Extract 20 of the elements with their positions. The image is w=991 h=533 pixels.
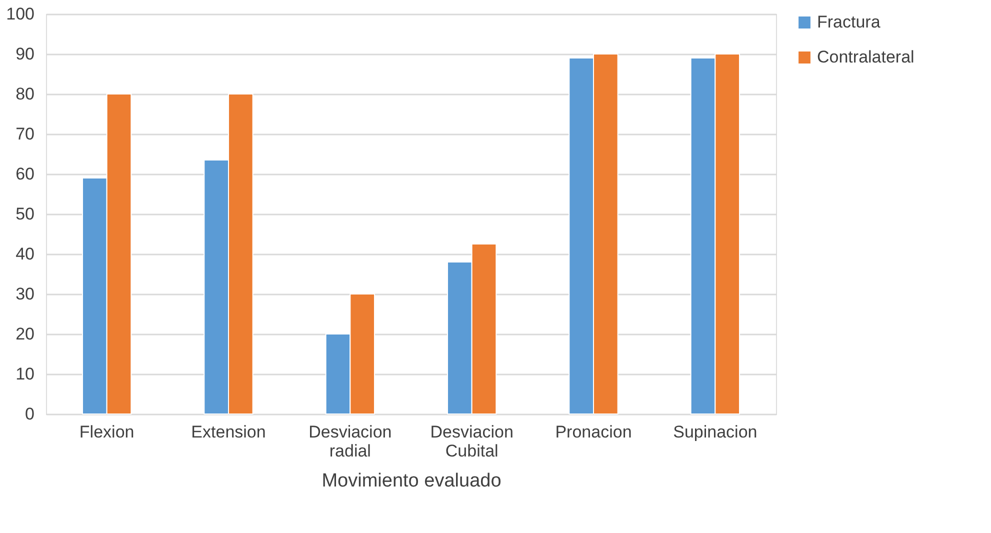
x-tick-label: Pronacion xyxy=(555,422,632,442)
y-tick-label: 10 xyxy=(16,364,34,384)
legend-label: Contralateral xyxy=(817,48,914,66)
y-tick-label: 90 xyxy=(16,44,34,64)
y-tick-label: 40 xyxy=(16,244,34,264)
y-tick-label: 60 xyxy=(16,164,34,184)
y-tick-label: 20 xyxy=(16,324,34,344)
x-axis-title: Movimiento evaluado xyxy=(322,470,502,492)
y-tick-label: 100 xyxy=(6,4,34,24)
legend-label: Fractura xyxy=(817,12,881,32)
x-tick-label: Extension xyxy=(191,422,266,442)
x-tick-label: Desviacion radial xyxy=(308,422,392,460)
y-tick-label: 30 xyxy=(16,284,34,304)
y-tick-label: 70 xyxy=(16,124,34,144)
x-tick-label: Supinacion xyxy=(673,422,758,442)
y-tick-label: 50 xyxy=(16,204,34,224)
x-tick-label: Desviacion Cubital xyxy=(430,422,514,460)
x-tick-label: Flexion xyxy=(79,422,134,442)
y-tick-label: 80 xyxy=(16,84,34,104)
y-tick-label: 0 xyxy=(25,404,34,424)
